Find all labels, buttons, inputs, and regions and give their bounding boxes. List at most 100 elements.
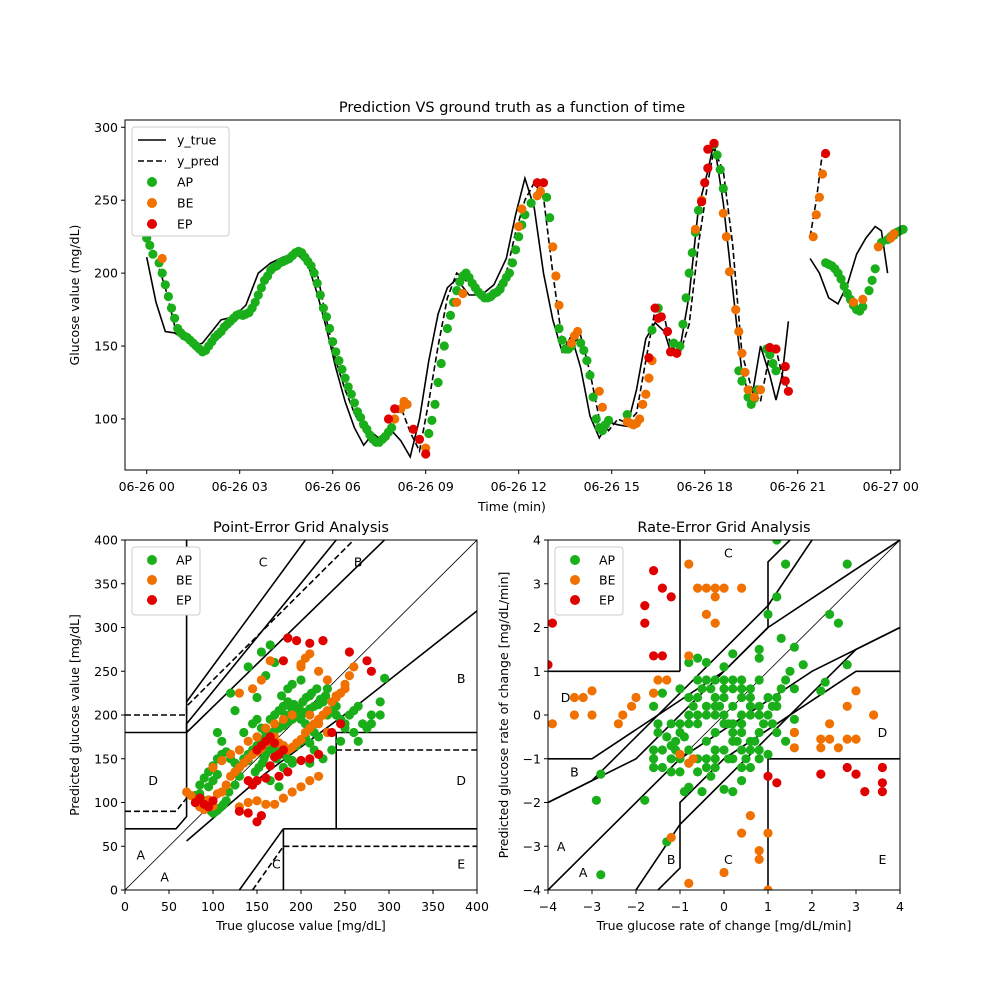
point-be — [322, 706, 332, 716]
y-tick-label: 0 — [110, 883, 118, 898]
y-tick-label: −1 — [523, 751, 541, 766]
point-ap — [688, 701, 698, 711]
point-be — [265, 656, 275, 666]
point-ap — [768, 358, 778, 369]
point-ap — [781, 559, 791, 569]
point-ap — [719, 662, 729, 672]
point-ap — [693, 692, 703, 703]
point-ap — [745, 736, 756, 746]
point-be — [566, 338, 577, 348]
x-tick-label: 06-26 18 — [677, 479, 733, 494]
time-series-chart: Prediction VS ground truth as a function… — [67, 100, 919, 514]
point-ap — [649, 745, 659, 755]
point-ep — [265, 761, 275, 771]
point-ap — [684, 782, 694, 792]
zone-d-left-dashed — [125, 797, 188, 813]
point-be — [578, 692, 588, 703]
point-be — [858, 294, 868, 304]
point-ap — [591, 414, 601, 424]
point-ep — [656, 312, 666, 322]
point-be — [296, 659, 306, 669]
point-ep — [703, 163, 713, 173]
point-ap — [719, 745, 729, 755]
point-be — [644, 373, 654, 383]
point-ep — [261, 773, 271, 783]
x-tick-label: 0 — [720, 899, 728, 914]
point-ap — [309, 268, 319, 278]
point-ap — [166, 303, 177, 313]
point-be — [270, 719, 280, 729]
point-ep — [877, 762, 888, 773]
point-error-grid-chart: Point-Error Grid Analysis C B B D D AA C E 0 50 1… — [67, 520, 489, 933]
legend-marker-ep-icon — [147, 219, 157, 229]
point-ap — [745, 745, 756, 755]
point-be — [710, 592, 720, 602]
point-be — [842, 701, 852, 711]
point-ep — [234, 806, 244, 816]
x-tick-label: 50 — [161, 899, 177, 914]
point-ap — [334, 356, 344, 366]
point-be — [701, 609, 712, 620]
point-be — [252, 796, 262, 806]
point-ep — [842, 762, 852, 773]
x-tick-label: 06-26 00 — [119, 479, 175, 494]
point-ap — [353, 736, 363, 746]
point-ap — [710, 692, 720, 703]
point-ap — [684, 692, 694, 703]
point-be — [613, 719, 624, 729]
point-be — [554, 300, 564, 310]
zone-label-e: E — [457, 856, 465, 871]
x-tick-label: 06-26 06 — [305, 479, 361, 494]
point-ep — [657, 583, 668, 593]
y-tick-label: −3 — [523, 839, 541, 854]
point-ap — [366, 710, 376, 720]
point-ap — [649, 754, 659, 764]
point-be — [710, 583, 720, 593]
point-be — [666, 832, 676, 843]
point-ep — [243, 808, 253, 818]
point-be — [825, 719, 835, 729]
point-ap — [693, 205, 704, 215]
point-ap — [684, 719, 694, 729]
point-ap — [596, 870, 606, 880]
point-ap — [816, 686, 826, 696]
point-be — [873, 242, 883, 252]
point-ap — [737, 745, 747, 755]
point-ap — [737, 376, 747, 386]
point-be — [789, 727, 800, 738]
time-series-title: Prediction VS ground truth as a function… — [339, 100, 685, 116]
point-ap — [312, 278, 322, 288]
point-ap — [710, 727, 720, 738]
zone-label-c: C — [724, 852, 733, 867]
point-ap — [653, 727, 663, 738]
x-tick-label: 400 — [465, 899, 489, 914]
point-be — [278, 793, 288, 803]
point-be — [662, 675, 672, 685]
point-ap — [789, 684, 800, 694]
points-layer — [548, 540, 888, 890]
point-ap — [445, 310, 456, 320]
point-ap — [763, 609, 773, 620]
point-be — [270, 799, 280, 809]
legend-label-be: BE — [599, 573, 616, 588]
point-be — [514, 221, 524, 232]
y-tick-label: 300 — [94, 620, 118, 635]
point-ap — [287, 755, 297, 766]
point-be — [754, 846, 764, 856]
point-ap — [772, 727, 782, 738]
zone-label-d: D — [561, 690, 571, 705]
point-ap — [514, 232, 524, 242]
point-ap — [666, 719, 676, 729]
point-ep — [816, 769, 826, 779]
point-be — [721, 232, 732, 242]
point-be — [314, 771, 324, 781]
y-tick-label: 400 — [94, 533, 118, 548]
points-layer — [182, 633, 390, 827]
point-ep — [703, 144, 713, 154]
point-ap — [217, 736, 227, 746]
zone-c-lower-solid — [238, 828, 285, 890]
point-ap — [204, 782, 214, 792]
x-tick-label: 2 — [808, 899, 816, 914]
legend-marker-ap-icon — [147, 555, 157, 565]
point-ap — [723, 754, 734, 764]
